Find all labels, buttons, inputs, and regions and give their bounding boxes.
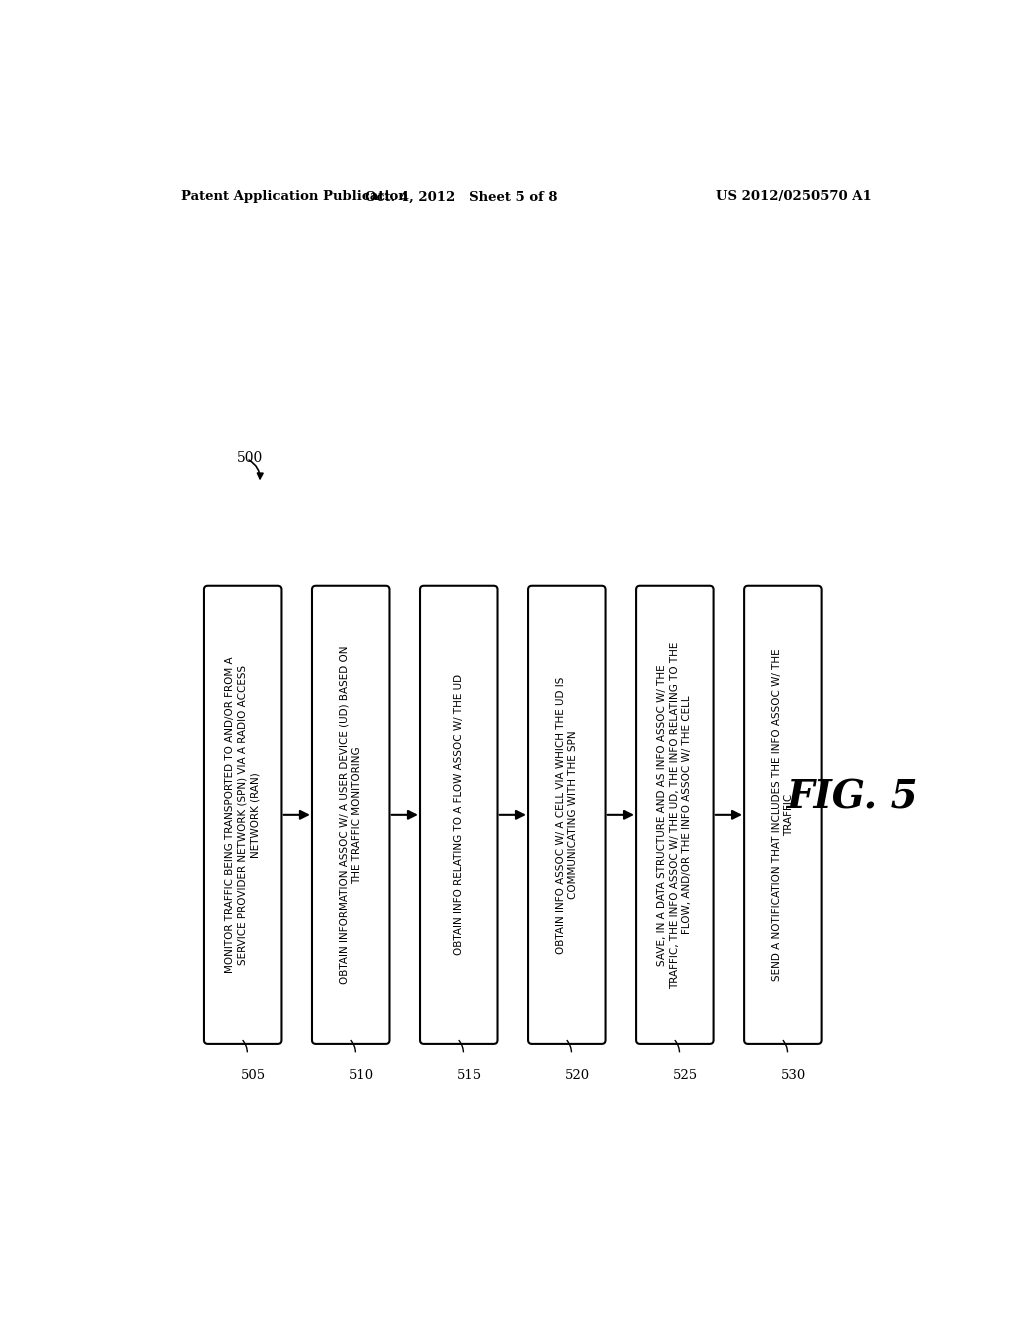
Text: FIG. 5: FIG. 5 — [786, 779, 919, 817]
FancyBboxPatch shape — [312, 586, 389, 1044]
Text: US 2012/0250570 A1: US 2012/0250570 A1 — [716, 190, 872, 203]
Text: SAVE, IN A DATA STRUCTURE AND AS INFO ASSOC W/ THE
TRAFFIC, THE INFO ASSOC W/ TH: SAVE, IN A DATA STRUCTURE AND AS INFO AS… — [657, 642, 692, 989]
FancyBboxPatch shape — [528, 586, 605, 1044]
Text: 500: 500 — [237, 451, 263, 465]
Text: OBTAIN INFO RELATING TO A FLOW ASSOC W/ THE UD: OBTAIN INFO RELATING TO A FLOW ASSOC W/ … — [454, 675, 464, 956]
Text: 530: 530 — [781, 1069, 807, 1082]
Text: 510: 510 — [349, 1069, 375, 1082]
Text: 515: 515 — [458, 1069, 482, 1082]
FancyBboxPatch shape — [744, 586, 821, 1044]
Text: Patent Application Publication: Patent Application Publication — [180, 190, 408, 203]
Text: Oct. 4, 2012   Sheet 5 of 8: Oct. 4, 2012 Sheet 5 of 8 — [365, 190, 557, 203]
Text: 525: 525 — [674, 1069, 698, 1082]
Text: 520: 520 — [565, 1069, 591, 1082]
FancyBboxPatch shape — [204, 586, 282, 1044]
Text: MONITOR TRAFFIC BEING TRANSPORTED TO AND/OR FROM A
SERVICE PROVIDER NETWORK (SPN: MONITOR TRAFFIC BEING TRANSPORTED TO AND… — [225, 656, 260, 973]
FancyBboxPatch shape — [420, 586, 498, 1044]
Text: OBTAIN INFO ASSOC W/ A CELL VIA WHICH THE UD IS
COMMUNICATING WITH THE SPN: OBTAIN INFO ASSOC W/ A CELL VIA WHICH TH… — [556, 676, 578, 953]
FancyBboxPatch shape — [636, 586, 714, 1044]
Text: SEND A NOTIFICATION THAT INCLUDES THE INFO ASSOC W/ THE
TRAFFIC: SEND A NOTIFICATION THAT INCLUDES THE IN… — [772, 648, 794, 981]
Text: 505: 505 — [241, 1069, 266, 1082]
Text: OBTAIN INFORMATION ASSOC W/ A USER DEVICE (UD) BASED ON
THE TRAFFIC MONITORING: OBTAIN INFORMATION ASSOC W/ A USER DEVIC… — [340, 645, 361, 985]
